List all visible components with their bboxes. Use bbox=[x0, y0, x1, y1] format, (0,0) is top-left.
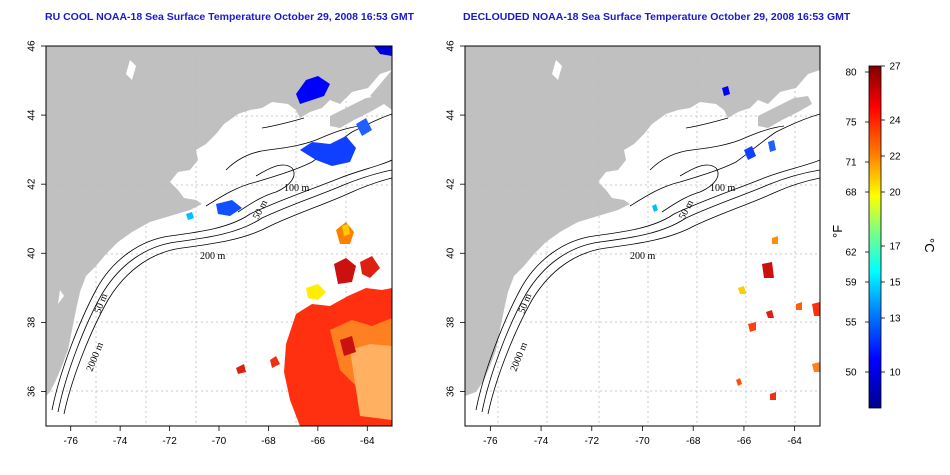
y-tick-label: 42 bbox=[27, 178, 38, 190]
sst-pixels bbox=[186, 46, 392, 426]
fahrenheit-tick-label: 62 bbox=[845, 248, 857, 259]
celsius-tick-label: 10 bbox=[889, 368, 901, 379]
fahrenheit-tick-label: 55 bbox=[845, 318, 857, 329]
x-tick-label: -74 bbox=[113, 436, 128, 447]
contour-label: 200 m bbox=[200, 251, 226, 262]
y-tick-label: 38 bbox=[446, 316, 457, 328]
x-tick-label: -74 bbox=[534, 436, 549, 447]
bathymetry-contours bbox=[475, 113, 820, 415]
x-tick-label: -70 bbox=[635, 436, 650, 447]
y-tick-label: 46 bbox=[446, 40, 457, 52]
fahrenheit-tick-label: 71 bbox=[845, 158, 857, 169]
celsius-tick-label: 13 bbox=[889, 314, 901, 325]
x-tick-label: -76 bbox=[483, 436, 498, 447]
y-tick-label: 42 bbox=[446, 178, 457, 190]
x-tick-label: -64 bbox=[787, 436, 802, 447]
colorbar: 27 24 22 20 17 15 13 10 80 75 71 68 62 59 55 50 °F °C bbox=[830, 62, 937, 409]
land-mass bbox=[330, 96, 384, 128]
y-tick-label: 46 bbox=[27, 40, 38, 52]
x-tick-label: -66 bbox=[311, 436, 326, 447]
x-tick-label: -76 bbox=[63, 436, 78, 447]
y-tick-label: 40 bbox=[27, 247, 38, 259]
fahrenheit-tick-label: 50 bbox=[845, 368, 857, 379]
y-tick-label: 44 bbox=[446, 109, 457, 121]
right-axis-ticks: -76 -74 -72 -70 -68 -66 -64 36 38 40 42 44 46 bbox=[446, 40, 803, 447]
celsius-tick-label: 15 bbox=[889, 278, 901, 289]
colorbar-gradient bbox=[868, 65, 882, 409]
x-tick-label: -68 bbox=[686, 436, 701, 447]
x-tick-label: -64 bbox=[360, 436, 375, 447]
celsius-tick-label: 20 bbox=[889, 188, 901, 199]
fahrenheit-tick-label: 75 bbox=[845, 118, 857, 129]
x-tick-label: -68 bbox=[261, 436, 276, 447]
left-map-panel: 100 m 50 m 200 m 50 m 2000 m bbox=[45, 45, 393, 427]
fahrenheit-label: °F bbox=[830, 225, 845, 238]
y-tick-label: 44 bbox=[27, 109, 38, 121]
land-mass bbox=[310, 52, 392, 92]
contour-label: 100 m bbox=[710, 183, 736, 194]
land-mass bbox=[738, 52, 820, 92]
y-tick-label: 36 bbox=[446, 385, 457, 397]
celsius-tick-label: 27 bbox=[889, 62, 901, 73]
left-axis-ticks: -76 -74 -72 -70 -68 -66 -64 36 38 40 42 44 46 bbox=[27, 40, 375, 447]
y-tick-label: 40 bbox=[446, 247, 457, 259]
right-map-panel: 100 m 50 m 200 m 50 m 2000 m bbox=[464, 45, 821, 427]
left-map-title: RU COOL NOAA-18 Sea Surface Temperature … bbox=[45, 11, 414, 23]
graticule bbox=[465, 46, 820, 426]
contour-label: 200 m bbox=[630, 251, 656, 262]
fahrenheit-tick-label: 68 bbox=[845, 188, 857, 199]
sst-pixels bbox=[652, 86, 820, 400]
fahrenheit-tick-label: 59 bbox=[845, 278, 857, 289]
y-tick-label: 38 bbox=[27, 316, 38, 328]
fahrenheit-tick-label: 80 bbox=[845, 68, 857, 79]
land-mass bbox=[758, 96, 812, 128]
celsius-tick-label: 22 bbox=[889, 152, 901, 163]
celsius-tick-label: 17 bbox=[889, 242, 901, 253]
contour-label: 100 m bbox=[284, 183, 310, 194]
y-tick-label: 36 bbox=[27, 385, 38, 397]
celsius-label: °C bbox=[922, 238, 937, 253]
x-tick-label: -72 bbox=[162, 436, 177, 447]
land-mass bbox=[46, 46, 392, 396]
x-tick-label: -70 bbox=[212, 436, 227, 447]
x-tick-label: -72 bbox=[585, 436, 600, 447]
x-tick-label: -66 bbox=[737, 436, 752, 447]
right-map-title: DECLOUDED NOAA-18 Sea Surface Temperatur… bbox=[463, 11, 851, 23]
celsius-tick-label: 24 bbox=[889, 116, 901, 127]
land-mass bbox=[465, 46, 820, 396]
